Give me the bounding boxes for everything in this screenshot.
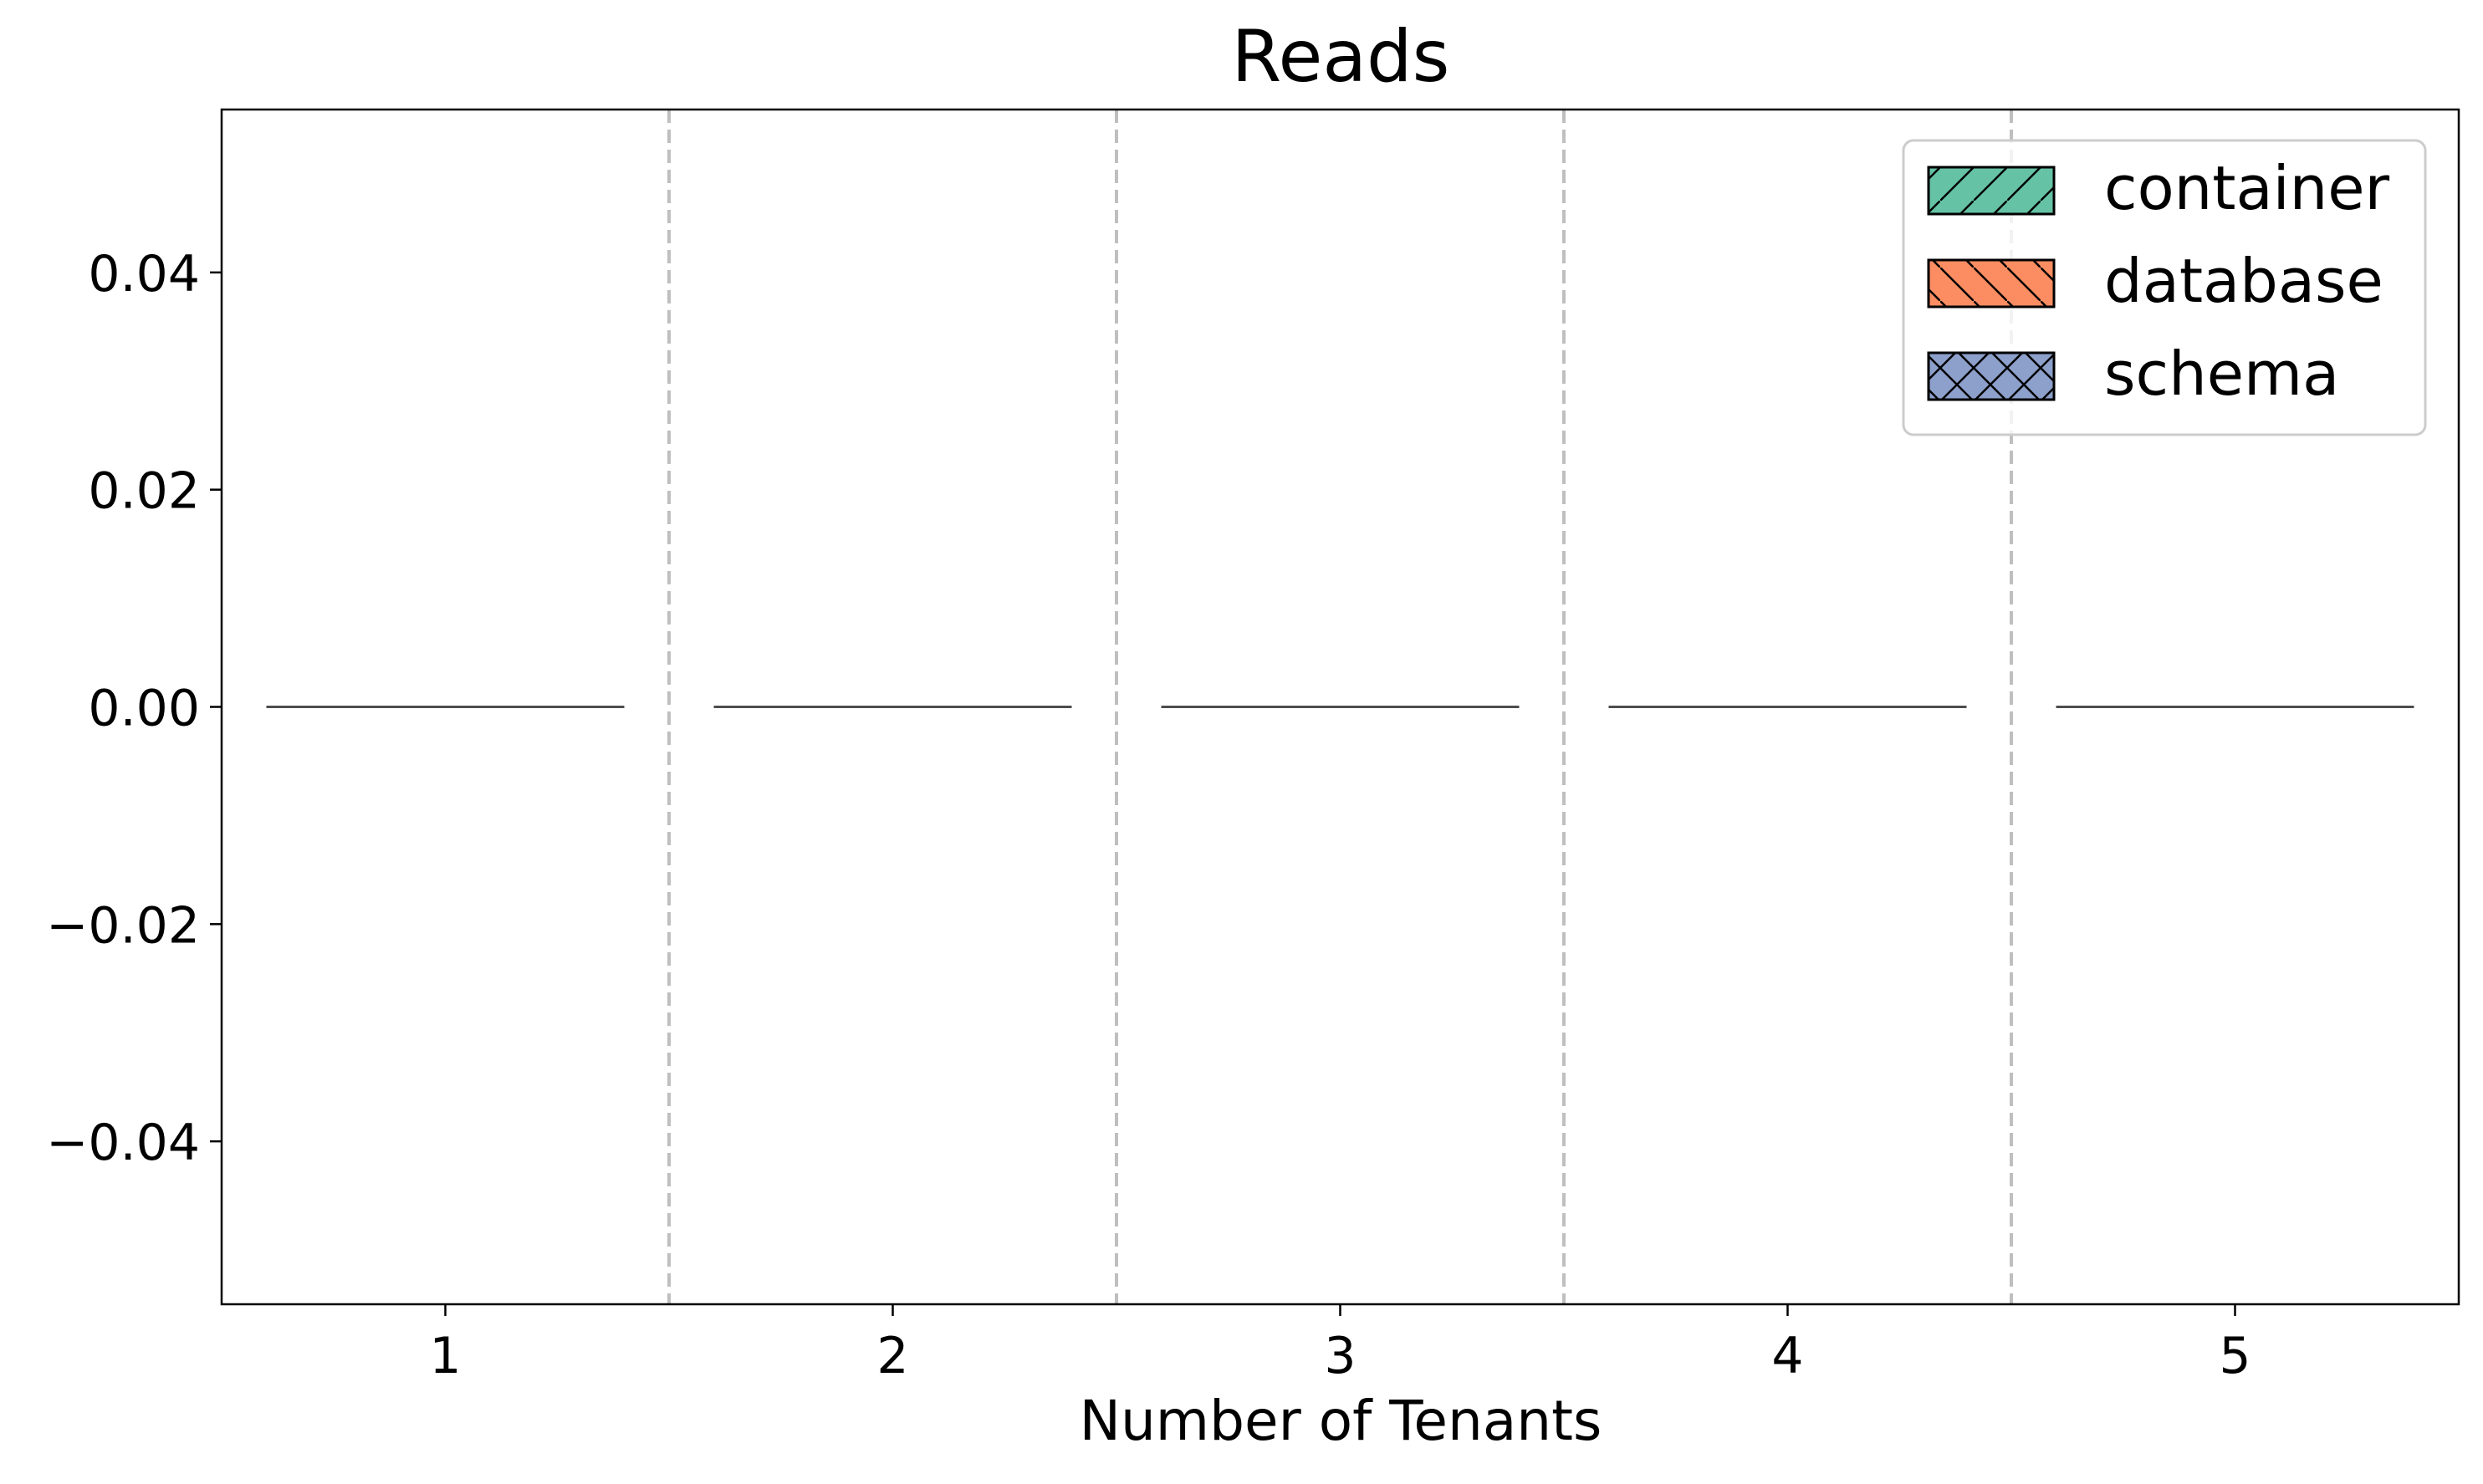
legend-label-schema: schema bbox=[2104, 339, 2339, 409]
legend-swatch-hatch-container bbox=[1927, 166, 2056, 216]
y-tick-label: 0.04 bbox=[88, 245, 200, 303]
legend: container database schema bbox=[1902, 139, 2427, 436]
legend-label-container: container bbox=[2104, 153, 2390, 223]
x-tick-label: 2 bbox=[876, 1327, 908, 1385]
x-tick-label: 1 bbox=[429, 1327, 461, 1385]
y-tick-label: 0.02 bbox=[88, 462, 200, 521]
y-tick-label: −0.02 bbox=[46, 896, 200, 955]
y-tick-label: −0.04 bbox=[46, 1114, 200, 1172]
y-tick-label: 0.00 bbox=[88, 680, 200, 738]
x-tick-label: 4 bbox=[1771, 1327, 1803, 1385]
chart-title: Reads bbox=[1232, 15, 1450, 99]
x-tick-label: 5 bbox=[2219, 1327, 2251, 1385]
x-axis-label: Number of Tenants bbox=[1080, 1389, 1602, 1453]
legend-label-database: database bbox=[2104, 246, 2383, 316]
legend-swatch-hatch-schema bbox=[1927, 351, 2056, 401]
plot-area: −0.04 −0.02 0.00 0.02 0.04 1 2 3 4 5 bbox=[46, 108, 2460, 1385]
legend-swatch-hatch-database bbox=[1927, 258, 2056, 309]
x-tick-label: 3 bbox=[1324, 1327, 1356, 1385]
